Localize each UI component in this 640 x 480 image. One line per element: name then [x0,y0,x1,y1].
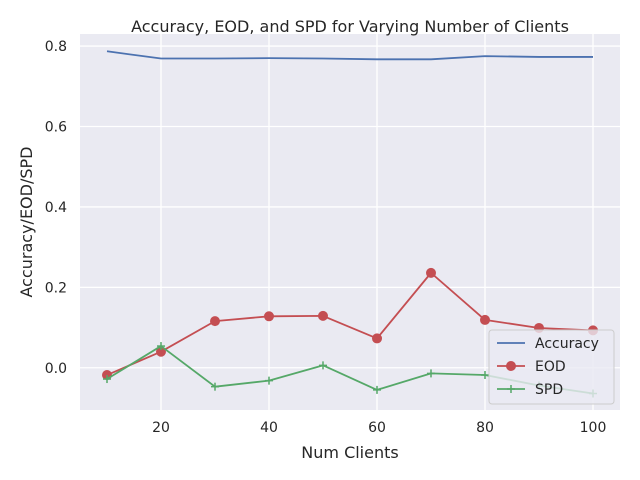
x-tick-label: 100 [580,420,607,436]
data-point-spd [481,371,489,380]
y-tick-label: 0.0 [45,361,67,377]
y-tick-label: 0.8 [45,39,67,55]
x-tick-label: 40 [260,420,278,436]
data-point-spd [427,369,435,378]
data-point-spd [211,382,219,391]
legend-label-accuracy: Accuracy [535,336,599,352]
data-point-eod [264,311,274,322]
x-tick-label: 60 [368,420,386,436]
data-point-eod [426,267,436,278]
legend-label-eod: EOD [535,359,566,375]
data-point-eod [318,310,328,321]
data-point-eod [372,333,382,344]
legend-marker-eod [506,361,516,371]
data-point-eod [210,316,220,327]
data-point-spd [103,375,111,384]
x-tick-label: 20 [152,420,170,436]
y-tick-label: 0.6 [45,119,67,135]
x-tick-label: 80 [476,420,494,436]
tick-labels: 0.0 0.2 0.4 0.6 0.8 20 40 60 80 100 [45,39,607,436]
y-axis-label: Accuracy/EOD/SPD [17,147,36,298]
x-axis-label: Num Clients [301,443,398,462]
y-tick-label: 0.2 [45,280,67,296]
y-tick-label: 0.4 [45,200,67,216]
data-point-spd [319,361,327,370]
data-point-spd [265,376,273,385]
data-point-spd [373,385,381,394]
legend: Accuracy EOD SPD [488,329,615,405]
legend-marker-spd [507,385,515,393]
data-point-spd [157,342,165,351]
series-line-accuracy [106,50,593,61]
legend-box [488,329,615,405]
data-point-eod [480,314,490,325]
chart-title: Accuracy, EOD, and SPD for Varying Numbe… [131,17,569,36]
legend-label-spd: SPD [535,382,563,398]
series-line-eod [106,271,594,376]
